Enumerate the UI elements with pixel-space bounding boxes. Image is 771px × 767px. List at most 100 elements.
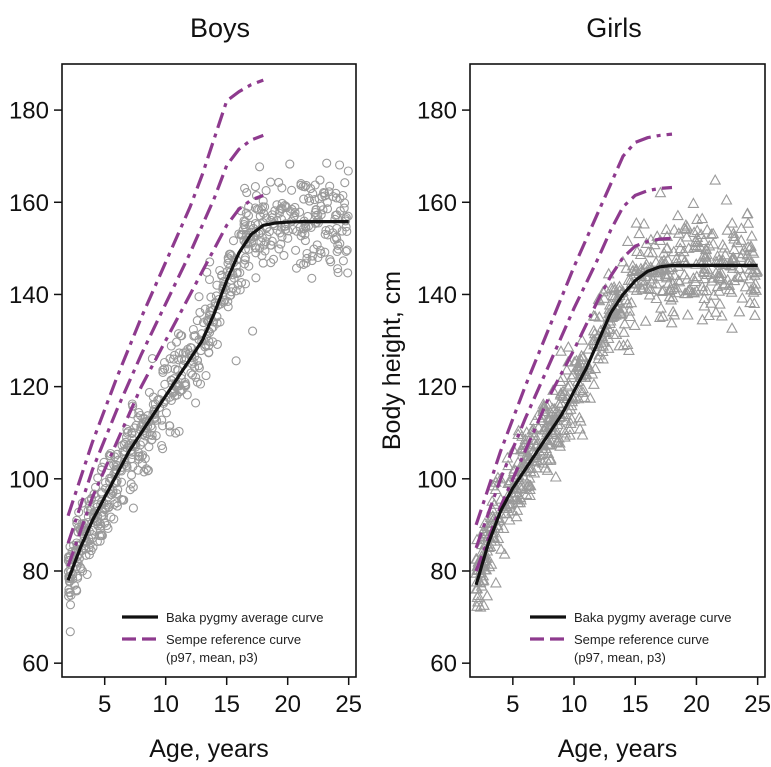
data-point	[256, 237, 266, 247]
data-point	[120, 455, 130, 465]
data-point	[733, 305, 746, 317]
data-point	[599, 318, 612, 329]
data-point	[683, 283, 696, 295]
data-point	[104, 450, 114, 460]
data-point	[266, 177, 276, 187]
data-point	[674, 242, 687, 254]
data-point	[509, 492, 522, 504]
data-point	[546, 402, 559, 414]
data-point	[251, 248, 261, 258]
data-point	[544, 454, 557, 465]
data-point	[527, 422, 540, 434]
data-point	[250, 243, 260, 253]
data-point	[144, 442, 154, 452]
data-point	[295, 207, 305, 217]
data-point	[514, 496, 527, 508]
data-point	[607, 289, 619, 301]
data-point	[301, 258, 311, 268]
data-point	[741, 207, 754, 219]
data-point	[668, 281, 681, 293]
data-point	[277, 183, 287, 193]
data-point	[117, 494, 127, 504]
data-point	[726, 322, 738, 333]
data-point	[148, 392, 158, 402]
data-point	[570, 361, 583, 372]
data-point	[542, 447, 555, 459]
chart-panel-boys: Boys 60 80 100 120 140 160 180 5 10 15 20 25 Age, yea…	[9, 13, 362, 763]
sempe-reference-curve-p3	[474, 236, 673, 572]
data-point	[240, 259, 250, 269]
data-point	[648, 266, 660, 277]
data-point	[640, 258, 653, 269]
data-point	[654, 186, 667, 198]
data-point	[191, 398, 201, 408]
data-point	[125, 485, 135, 495]
data-point	[320, 247, 330, 257]
data-point	[250, 182, 260, 192]
data-point	[268, 254, 279, 264]
data-point	[537, 405, 549, 417]
data-point	[342, 226, 352, 236]
data-point	[291, 245, 301, 255]
data-point	[290, 208, 300, 218]
data-point	[229, 273, 239, 283]
data-point	[212, 280, 222, 290]
data-point	[537, 444, 550, 456]
data-point	[736, 291, 749, 303]
data-point	[112, 501, 122, 511]
data-point	[112, 488, 122, 499]
data-point	[577, 382, 590, 394]
data-point	[711, 280, 724, 291]
data-point	[206, 292, 216, 302]
x-tick-label: 10	[561, 691, 588, 718]
data-point	[126, 470, 137, 480]
data-point	[109, 514, 119, 524]
data-point	[241, 238, 251, 248]
data-point	[287, 185, 297, 195]
y-axis-title: Body height, cm	[378, 271, 406, 450]
data-point	[113, 455, 123, 465]
data-point	[650, 292, 663, 304]
data-point	[240, 279, 251, 289]
data-point	[311, 205, 321, 215]
data-point	[723, 279, 736, 290]
data-point	[713, 297, 726, 309]
data-point	[618, 317, 631, 329]
data-point	[598, 336, 611, 347]
data-point	[715, 309, 728, 321]
data-point	[554, 388, 567, 400]
data-point	[596, 345, 609, 357]
data-point	[204, 336, 214, 346]
data-point	[574, 414, 587, 426]
panel-title: Girls	[586, 13, 642, 43]
data-point	[307, 256, 317, 266]
data-point	[660, 223, 673, 235]
data-point	[549, 411, 562, 422]
data-point	[690, 270, 703, 282]
data-point	[267, 210, 277, 220]
data-point	[719, 248, 732, 260]
data-point	[275, 228, 285, 238]
data-point	[519, 433, 532, 445]
data-point	[720, 193, 733, 205]
y-tick-label: 100	[9, 466, 49, 493]
legend-sublabel-reference: (p97, mean, p3)	[574, 650, 666, 665]
data-point	[572, 392, 585, 404]
data-point	[122, 428, 132, 438]
data-point	[315, 245, 325, 255]
data-point	[212, 318, 222, 328]
data-point	[748, 309, 761, 320]
data-point	[657, 284, 670, 296]
data-point	[593, 348, 606, 360]
data-point	[584, 392, 597, 403]
data-point	[682, 284, 695, 296]
data-point	[243, 233, 253, 243]
sempe-reference-curve-p97	[66, 78, 264, 517]
data-point	[507, 443, 520, 455]
data-point	[543, 438, 556, 450]
data-point	[147, 430, 157, 441]
data-point	[225, 291, 235, 301]
data-point	[589, 310, 602, 321]
data-point	[307, 251, 317, 261]
data-point	[73, 573, 83, 583]
